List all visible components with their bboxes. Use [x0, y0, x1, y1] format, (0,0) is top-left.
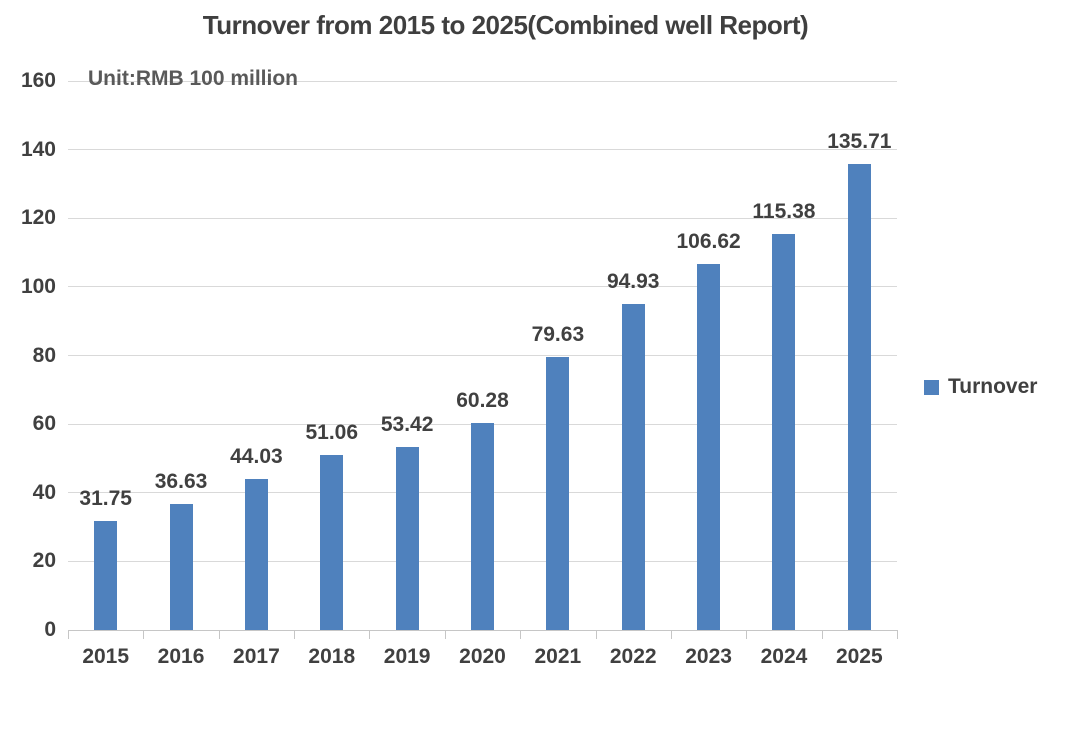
bar-value-label: 36.63: [154, 470, 208, 494]
gridline: [68, 80, 897, 82]
bar-2021: [546, 356, 570, 630]
y-axis-label: 80: [32, 343, 56, 367]
bar-value-label: 31.75: [79, 487, 132, 511]
legend-swatch-icon: [924, 379, 939, 395]
x-axis-tick: [520, 630, 522, 639]
bar-value-label: 106.62: [676, 230, 741, 254]
x-axis-tick: [670, 630, 672, 639]
y-axis-label: 20: [32, 549, 56, 573]
x-axis-tick: [294, 630, 296, 639]
chart-title: Turnover from 2015 to 2025(Combined well…: [202, 10, 809, 40]
bar-2022: [621, 304, 645, 630]
x-axis-tick: [746, 630, 748, 639]
x-axis-label: 2023: [685, 645, 732, 668]
y-axis-label: 40: [32, 480, 56, 504]
x-axis-label: 2015: [82, 645, 130, 668]
x-axis-label: 2022: [609, 645, 657, 668]
y-axis-label: 60: [32, 412, 56, 436]
y-axis-label: 140: [20, 137, 56, 161]
x-axis-label: 2024: [760, 645, 808, 668]
bar-value-label: 115.38: [752, 200, 816, 224]
x-axis: 2015 2016 2017 2018 2019 2020 2021 2022 2023 2024…: [68, 645, 897, 681]
x-axis-label: 2018: [308, 645, 356, 668]
bar-value-label: 51.06: [305, 420, 359, 444]
bar-value-label: 60.28: [456, 389, 509, 413]
bar-value-label: 79.63: [531, 322, 585, 346]
y-axis-label: 120: [20, 206, 56, 230]
x-axis-label: 2019: [383, 645, 431, 668]
gridline: [68, 149, 897, 151]
bar-value-label: 135.71: [827, 130, 892, 154]
gridline: [68, 217, 897, 219]
bar-2019: [395, 446, 419, 630]
bar-2023: [697, 264, 721, 630]
x-axis-tick: [218, 630, 220, 639]
bar-value-label: 44.03: [230, 444, 283, 468]
gridline: [68, 355, 897, 356]
plot-area: 31.75 36.63 44.03 51.06 53.42 60.28 79.63 94.93…: [68, 80, 898, 639]
bar-value-label: 94.93: [606, 270, 660, 294]
x-axis-label: 2021: [534, 645, 582, 668]
x-axis-label: 2020: [459, 645, 506, 668]
x-axis-tick: [897, 630, 898, 639]
bar-2024: [772, 234, 796, 630]
unit-note: Unit:RMB 100 million: [88, 67, 299, 90]
y-axis-label: 160: [20, 69, 56, 92]
bar-2017: [244, 478, 268, 630]
bar-2020: [471, 423, 494, 630]
y-axis-label: 100: [20, 274, 56, 298]
bar-2018: [320, 454, 344, 630]
x-axis-tick: [68, 630, 69, 639]
x-axis-label: 2017: [233, 645, 280, 668]
x-axis-tick: [595, 630, 597, 639]
y-axis-label: 0: [44, 618, 56, 641]
y-axis: 0 20 40 60 80 100 120 140 160: [0, 69, 56, 641]
bar-2015: [94, 521, 118, 630]
x-axis-tick: [143, 630, 145, 639]
x-axis-label: 2025: [835, 645, 883, 668]
bar-2025: [847, 164, 871, 630]
gridline: [68, 286, 897, 288]
x-axis-label: 2016: [157, 645, 205, 668]
legend-label: Turnover: [948, 375, 1038, 398]
legend: Turnover: [924, 375, 1037, 399]
bar-value-label: 53.42: [380, 412, 434, 436]
x-axis-tick: [369, 630, 371, 639]
x-axis-tick: [444, 630, 446, 639]
x-axis-tick: [821, 630, 823, 639]
bar-2016: [169, 504, 193, 630]
